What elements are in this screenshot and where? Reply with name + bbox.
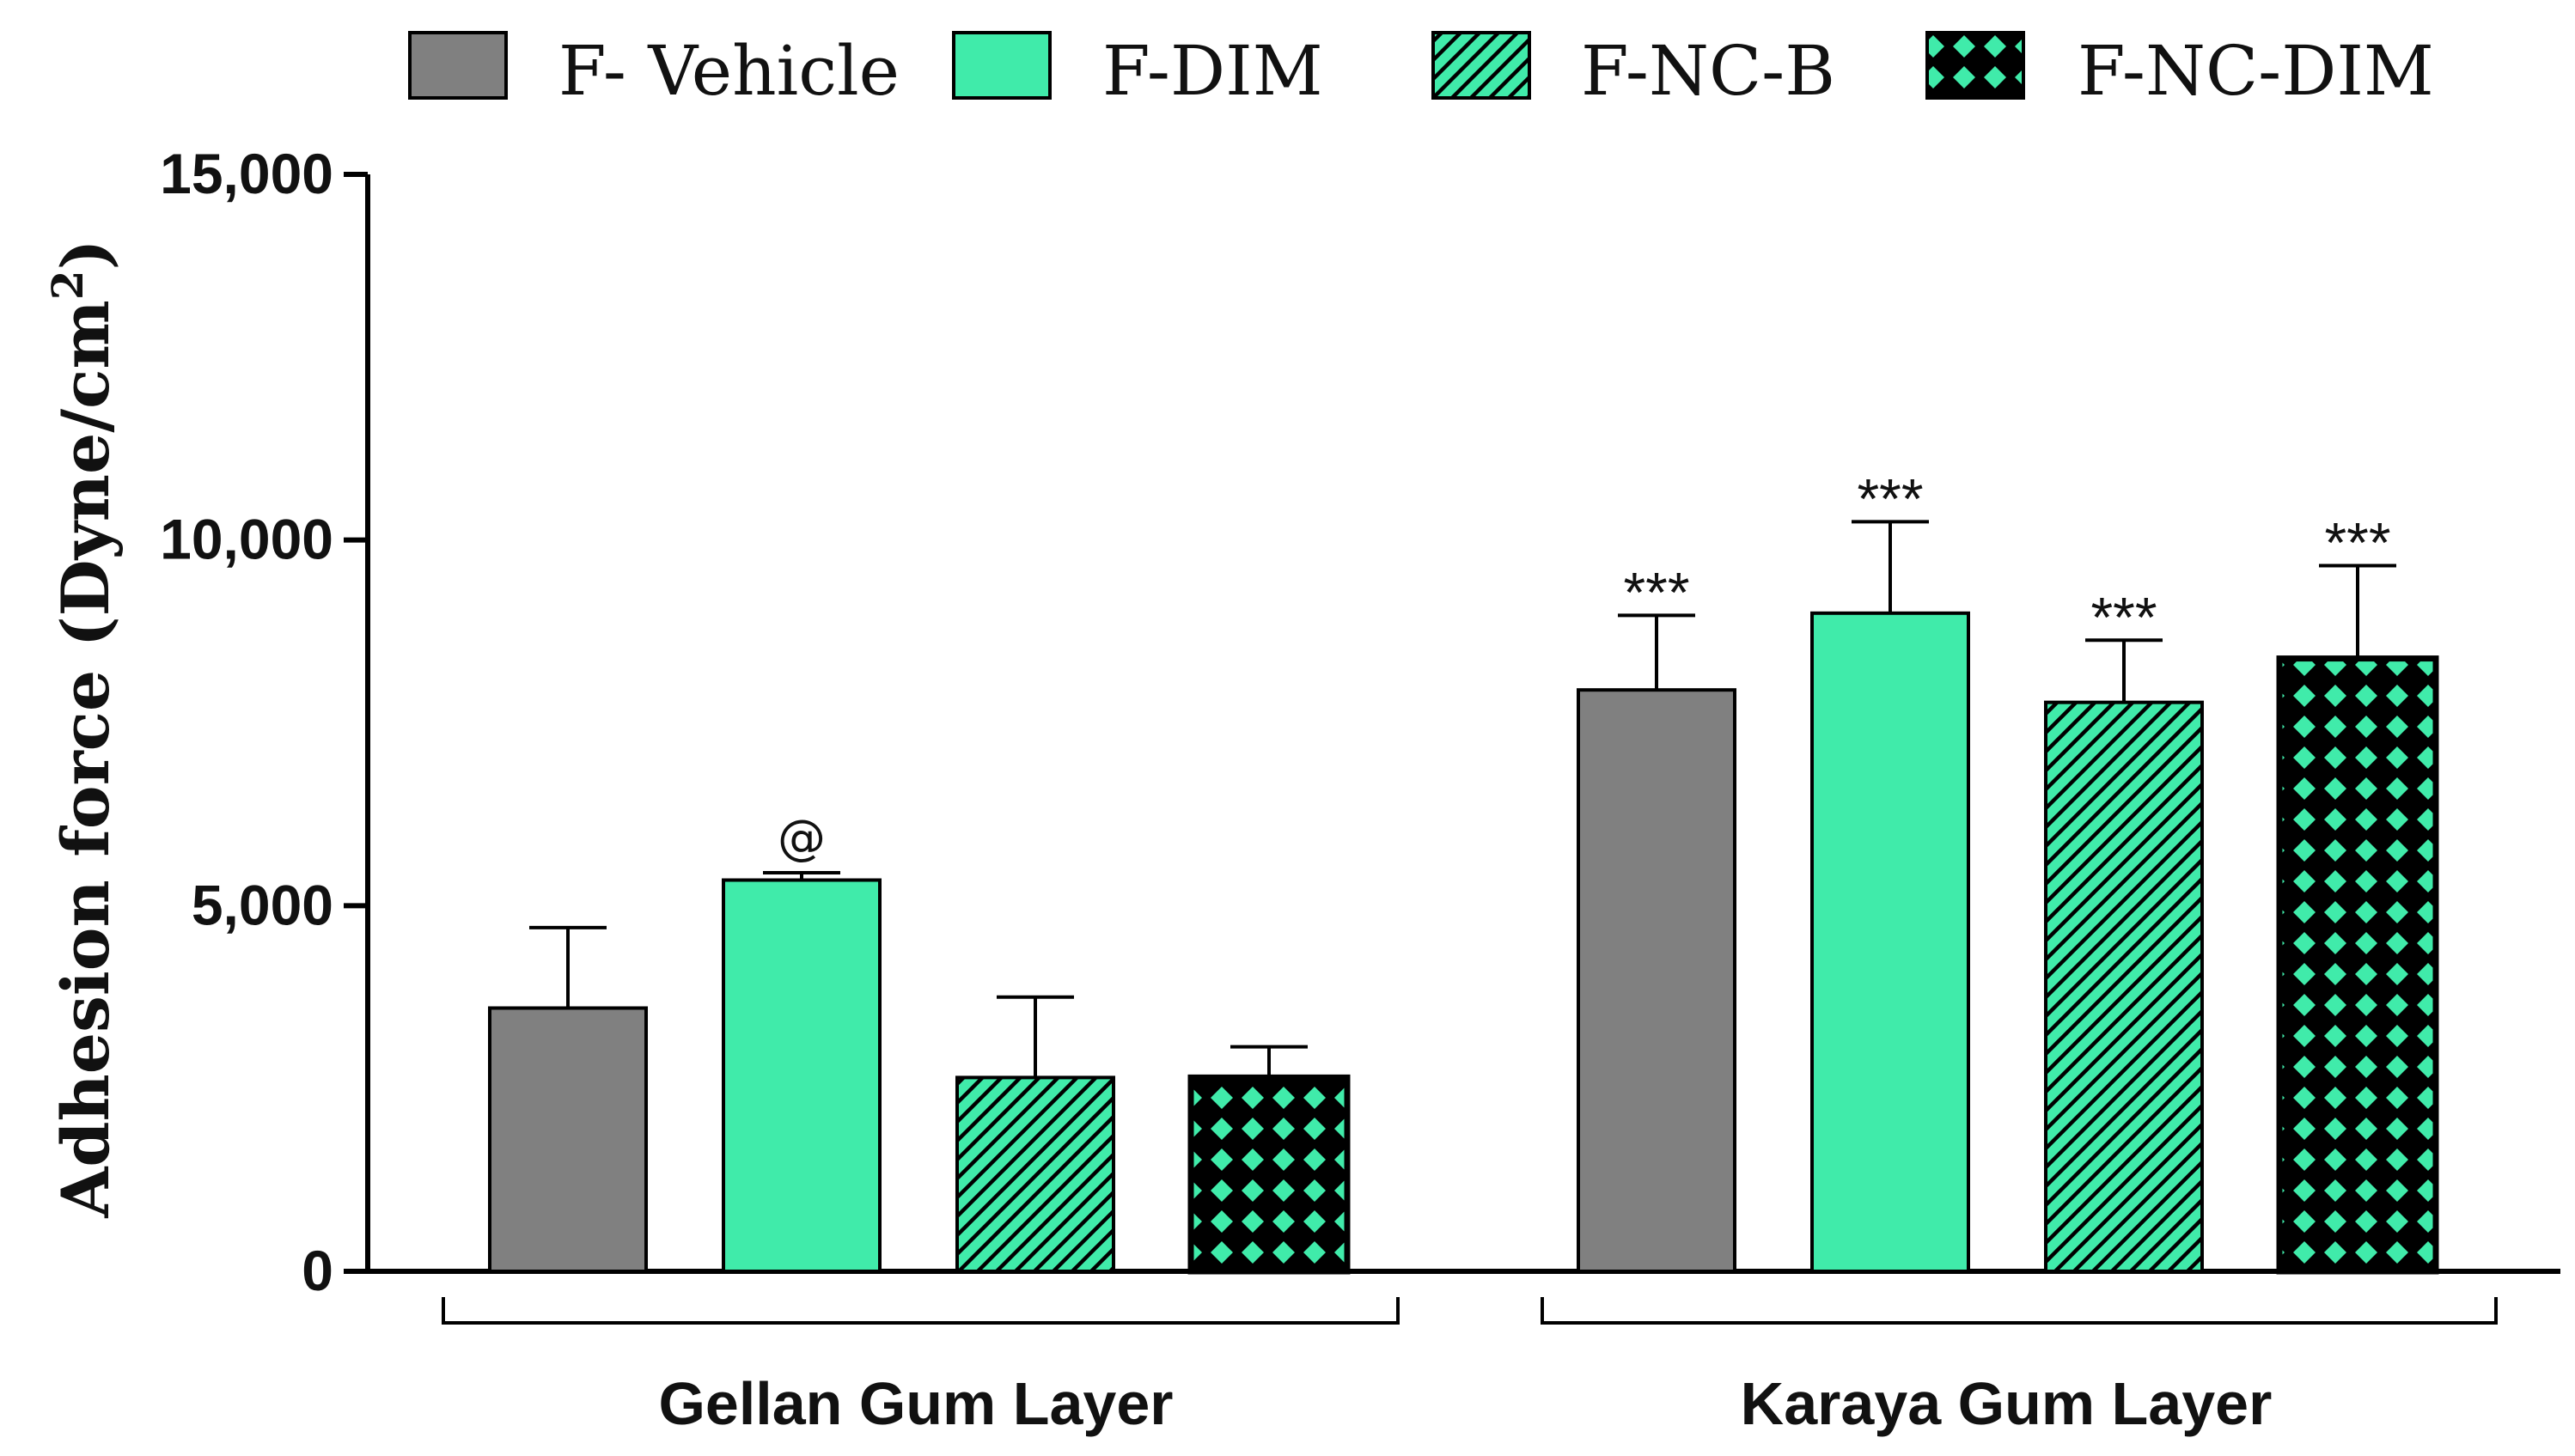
y-ticks: 0 5,000 10,000 15,000 xyxy=(160,142,368,1302)
legend-label-f-dim: F-DIM xyxy=(1102,31,1323,111)
legend-swatch-f-nc-dim xyxy=(1925,31,2025,100)
y-tick-label: 0 xyxy=(302,1239,333,1302)
legend: F- Vehicle F-DIM F-NC-B F-NC-DIM xyxy=(408,31,2434,111)
group-label-karaya: Karaya Gum Layer xyxy=(1741,1370,2273,1437)
y-tick-label: 5,000 xyxy=(192,873,333,936)
group-label-gellan: Gellan Gum Layer xyxy=(658,1370,1173,1437)
group-bracket-gellan xyxy=(442,1297,1400,1325)
y-tick-label: 15,000 xyxy=(160,142,333,205)
bar-f-nc-dim-gellan xyxy=(1187,1074,1351,1275)
annotation-f-vehicle-karaya: *** xyxy=(1623,560,1689,624)
annotation-f-dim-gellan: @ xyxy=(778,810,826,866)
y-axis-label-superscript: 2 xyxy=(42,270,93,300)
legend-label-f-vehicle: F- Vehicle xyxy=(558,31,900,111)
legend-item-f-dim: F-DIM xyxy=(952,31,1323,111)
bar-f-vehicle-gellan xyxy=(488,1006,648,1274)
legend-item-f-nc-b: F-NC-B xyxy=(1431,31,1835,111)
annotation-f-nc-b-karaya: *** xyxy=(2090,585,2157,649)
legend-item-f-nc-dim: F-NC-DIM xyxy=(1925,31,2434,111)
bar-f-dim-gellan xyxy=(722,878,882,1273)
annotation-f-dim-karaya: *** xyxy=(1857,466,1923,530)
legend-label-f-nc-b: F-NC-B xyxy=(1581,31,1835,111)
bar-f-nc-dim-karaya xyxy=(2276,655,2439,1275)
legend-swatch-f-nc-b xyxy=(1431,31,1531,100)
y-axis-label-close: ) xyxy=(47,239,124,270)
bar-f-dim-karaya xyxy=(1810,611,1970,1273)
bar-f-vehicle-karaya xyxy=(1577,688,1736,1273)
y-axis-label-main: Adhesion force (Dyne/cm xyxy=(47,300,124,1218)
legend-label-f-nc-dim: F-NC-DIM xyxy=(2078,31,2434,111)
legend-swatch-f-dim xyxy=(952,31,1052,100)
group-brackets: Gellan Gum Layer Karaya Gum Layer xyxy=(442,1297,2498,1437)
bars: @ *** *** *** *** xyxy=(488,466,2439,1275)
bar-f-nc-b-gellan xyxy=(955,1075,1115,1273)
y-axis-label: Adhesion force (Dyne/cm2) xyxy=(42,239,124,1218)
group-bracket-karaya xyxy=(1541,1297,2498,1325)
legend-item-f-vehicle: F- Vehicle xyxy=(408,31,900,111)
legend-swatch-f-vehicle xyxy=(408,31,508,100)
y-tick-label: 10,000 xyxy=(160,508,333,571)
bar-f-nc-b-karaya xyxy=(2044,700,2204,1273)
annotation-f-nc-dim-karaya: *** xyxy=(2324,510,2390,574)
